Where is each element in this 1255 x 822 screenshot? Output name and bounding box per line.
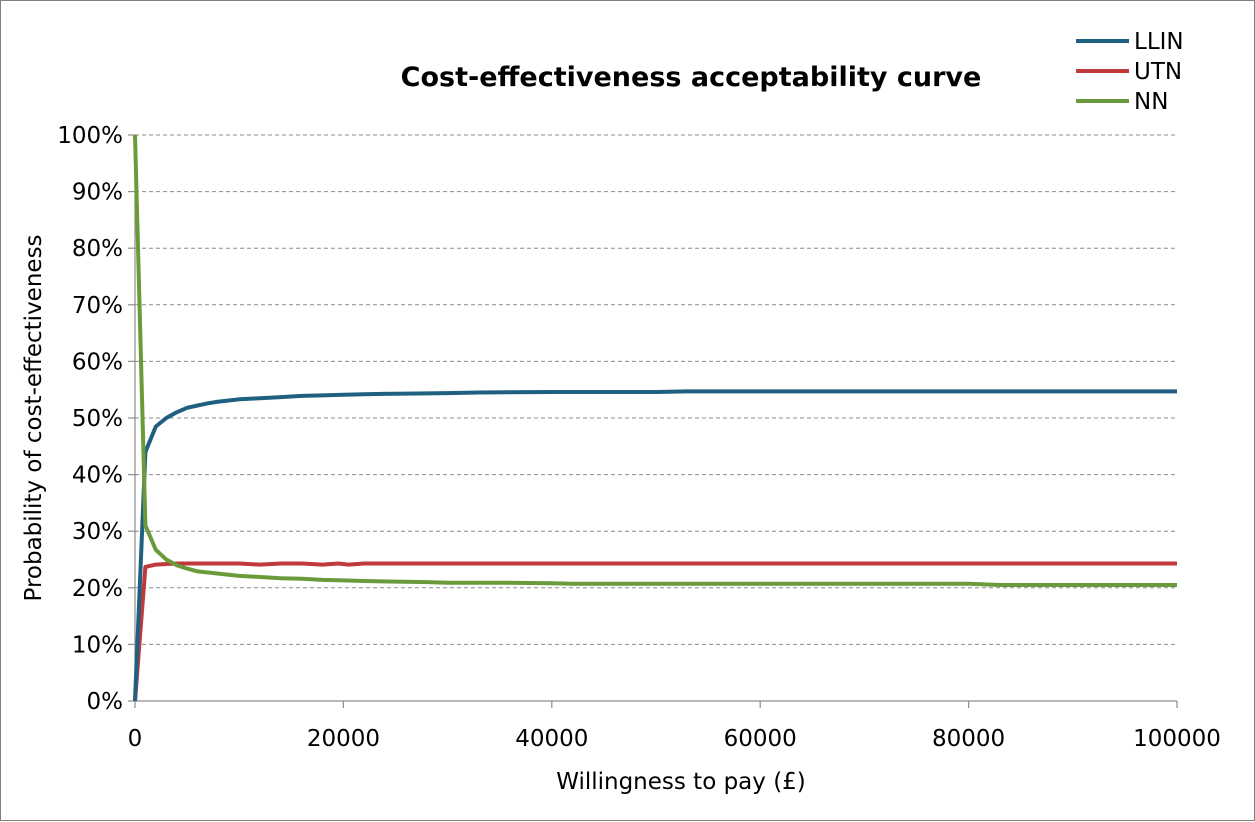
- x-tick-label: 40000: [515, 726, 588, 752]
- y-tick-label: 90%: [72, 180, 123, 206]
- y-tick-label: 0%: [87, 689, 124, 715]
- gridlines: [135, 134, 1177, 645]
- legend: LLIN UTN NN: [1076, 29, 1184, 115]
- y-tick-labels: 0% 10% 20% 30% 40% 50% 60% 70% 80% 90% 100%: [57, 123, 123, 715]
- x-tick-label: 0: [128, 726, 143, 752]
- series-line-nn: [133, 134, 1177, 587]
- legend-label-utn: UTN: [1134, 59, 1182, 85]
- y-tick-label: 30%: [72, 519, 123, 545]
- x-tick-label: 20000: [307, 726, 380, 752]
- series-line-llin: [133, 389, 1177, 702]
- chart-title: Cost-effectiveness acceptability curve: [401, 62, 982, 93]
- y-tick-label: 40%: [72, 463, 123, 489]
- y-tick-label: 10%: [72, 632, 123, 658]
- y-tick-label: 80%: [72, 236, 123, 262]
- y-tick-label: 60%: [72, 349, 123, 375]
- x-tick-labels: 0 20000 40000 60000 80000 100000: [128, 726, 1221, 752]
- y-tick-label: 70%: [72, 293, 123, 319]
- y-tick-label: 100%: [57, 123, 123, 149]
- x-tick-label: 60000: [724, 726, 797, 752]
- x-axis-title: Willingness to pay (£): [556, 769, 806, 795]
- series-lines: [133, 134, 1177, 702]
- axes: [128, 134, 1178, 708]
- legend-label-nn: NN: [1134, 89, 1168, 115]
- legend-label-llin: LLIN: [1134, 29, 1184, 55]
- x-tick-label: 80000: [932, 726, 1005, 752]
- y-tick-label: 20%: [72, 576, 123, 602]
- x-tick-label: 100000: [1133, 726, 1221, 752]
- y-axis-title: Probability of cost-effectiveness: [21, 234, 47, 601]
- y-tick-label: 50%: [72, 406, 123, 432]
